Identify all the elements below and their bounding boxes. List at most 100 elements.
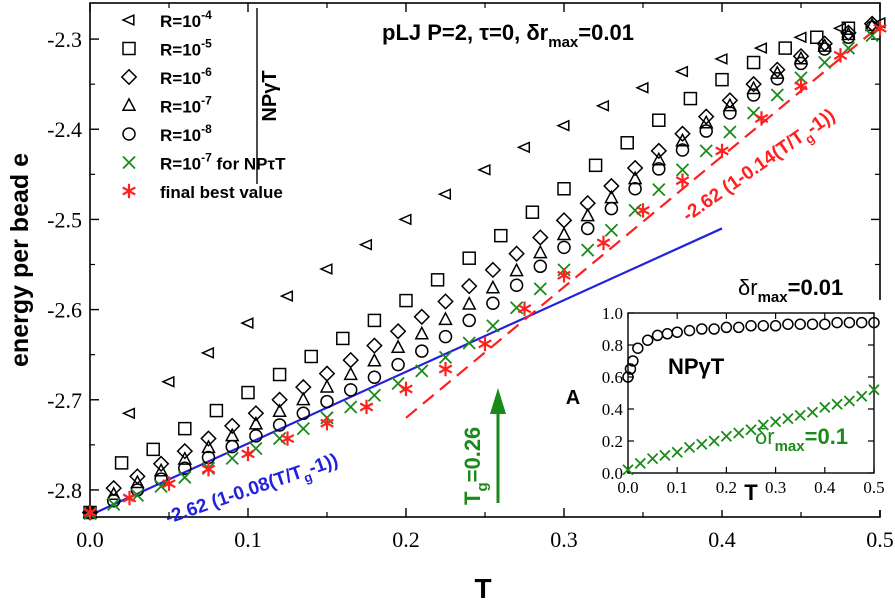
series-0-point	[437, 188, 452, 201]
legend-base: R=10	[160, 126, 201, 145]
series-1-point	[304, 349, 318, 364]
inset-series-0-point	[683, 324, 696, 337]
x-tick-label: 0.0	[76, 527, 104, 552]
series-0-point	[516, 141, 531, 154]
legend-label-3: R=10-7	[160, 94, 212, 117]
legend-marker-5	[122, 155, 136, 170]
series-6-point	[675, 173, 690, 188]
series-5-point	[225, 451, 239, 466]
series-0-point	[674, 65, 689, 78]
series-6-point	[122, 490, 137, 506]
inset-series-0-point	[720, 321, 733, 334]
series-3-point	[343, 366, 358, 381]
series-4-point	[746, 88, 761, 102]
series-4-point	[723, 106, 737, 120]
series-3-point	[817, 38, 832, 52]
series-2-point	[413, 308, 431, 326]
legend-marker-0	[121, 14, 135, 26]
series-1-point	[178, 421, 192, 436]
series-6-point	[201, 462, 216, 477]
inset-y-tick-label: 0.6	[602, 368, 623, 387]
inset-series-0-point	[641, 334, 654, 346]
series-2-point	[769, 61, 786, 78]
fit-line-0	[89, 227, 723, 517]
inset-series-1-point	[819, 401, 831, 414]
series-3-point	[319, 378, 335, 393]
inset-series-1-point	[622, 464, 634, 476]
y-axis-label: energy per bead e	[6, 153, 34, 367]
title-sub: max	[548, 34, 579, 51]
inset-x-label: T	[744, 480, 758, 505]
series-6-point	[557, 268, 571, 283]
inset-label-bottom: δrmax=0.1	[755, 424, 848, 455]
inset-series-1-point	[782, 412, 794, 425]
series-5-point	[296, 421, 310, 436]
series-1-point	[272, 367, 287, 382]
inset-series-1-point	[757, 419, 769, 431]
series-0-point	[279, 290, 294, 303]
inset-series-0-point	[624, 363, 637, 375]
legend: R=10-4R=10-5R=10-6R=10-7R=10-8R=10-7 for…	[120, 8, 286, 202]
series-3-point	[296, 391, 311, 406]
series-6-point	[636, 203, 650, 218]
series-3-point	[153, 462, 169, 477]
series-4-point	[486, 296, 500, 311]
series-4-point	[509, 278, 524, 292]
series-1-point	[241, 385, 255, 400]
series-4-point	[296, 406, 311, 421]
legend-base: R=10	[160, 69, 201, 88]
series-1-point	[557, 182, 571, 196]
series-2-point	[247, 405, 265, 422]
series-4-point	[841, 30, 856, 45]
series-3-point	[438, 311, 453, 326]
inset-series-0-point	[782, 318, 794, 330]
series-1-point	[462, 251, 476, 265]
legend-exp: -5	[201, 37, 212, 51]
x-tick-label: 0.4	[708, 527, 736, 552]
series-4-point	[699, 124, 713, 138]
y-tick-label: -2.3	[47, 27, 82, 52]
series-2-point	[697, 108, 715, 125]
inset-x-tick-label: 0.2	[716, 478, 737, 497]
series-0-point	[477, 163, 491, 176]
series-2-point	[626, 159, 644, 177]
inset-frame	[627, 312, 875, 474]
series-5-point	[818, 55, 832, 70]
series-5-point	[794, 71, 808, 85]
y-tick-label: -2.8	[47, 478, 82, 503]
legend-base: final best value	[160, 183, 283, 202]
series-2-point	[200, 430, 217, 447]
series-2-point	[603, 177, 620, 195]
inset-series-1-point	[769, 416, 782, 428]
inset-series-1-point	[683, 441, 696, 454]
series-6-point	[794, 78, 808, 94]
legend-base: R=10	[160, 155, 201, 174]
inset-series-1-point	[868, 384, 880, 396]
series-2-point	[650, 142, 668, 160]
series-3-point	[201, 439, 216, 454]
series-4-point	[249, 429, 263, 443]
series-0-point	[398, 213, 412, 226]
legend-exp: -6	[201, 65, 212, 79]
series-4-point	[320, 394, 334, 409]
x-axis-label: T	[474, 573, 491, 604]
series-0-point	[753, 42, 768, 55]
title-main: pLJ P=2, τ=0, δr	[382, 20, 549, 45]
series-6-point	[478, 336, 492, 352]
inset-label-bottom-tail: =0.1	[805, 424, 848, 449]
series-2-point	[437, 293, 454, 310]
inset-x-tick-label: 0.3	[765, 478, 786, 497]
inset-x-tick-label: 0.4	[814, 478, 836, 497]
legend-marker-3	[121, 97, 137, 112]
inset-ticks: 0.0 0.1 0.2 0.3 0.4 0.5 0.0 0.2 0.4 0.6 0.8 1.0	[602, 304, 885, 497]
series-4-point	[272, 418, 287, 432]
series-5-point	[699, 144, 713, 158]
series-3-point	[414, 325, 430, 340]
inset-y-label: A	[566, 387, 580, 409]
series-4-point	[652, 162, 666, 176]
legend-exp: -8	[201, 122, 212, 136]
series-3-point	[556, 226, 572, 241]
series-4-point	[343, 383, 358, 397]
series-6	[83, 21, 887, 520]
series-5-point	[652, 183, 666, 197]
